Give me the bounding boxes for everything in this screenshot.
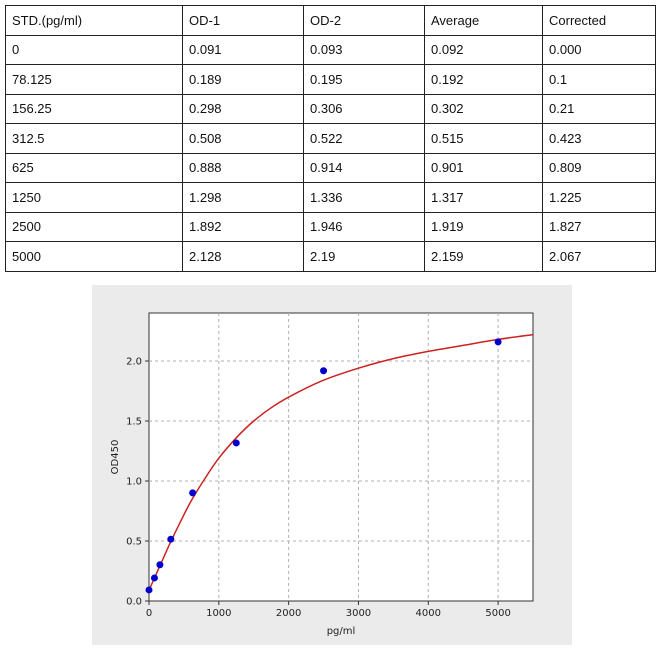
- y-axis-title: OD450: [110, 440, 121, 475]
- table-cell: 0.091: [182, 34, 304, 65]
- table-cell: 625: [5, 152, 183, 183]
- x-tick-label: 5000: [485, 608, 510, 619]
- fit-curve-line: [148, 333, 534, 591]
- header-od1: OD-1: [182, 5, 304, 36]
- table-cell: 2500: [5, 211, 183, 242]
- table-cell: 2.19: [303, 241, 425, 272]
- table-cell: 0.302: [424, 93, 543, 124]
- table-cell: 312.5: [5, 123, 183, 154]
- table-cell: 0.901: [424, 152, 543, 183]
- y-tick-label: 2.0: [126, 357, 142, 368]
- table-row: 0 0.091 0.093 0.092 0.000: [5, 34, 656, 65]
- chart-svg: 0 1000 2000 3000 4000 5000 0.0 0.5 1.0 1.5 2.0 pg/…: [110, 312, 534, 637]
- table-row: 5000 2.128 2.19 2.159 2.067: [5, 241, 656, 272]
- table-cell: 156.25: [5, 93, 183, 124]
- table-cell: 0.306: [303, 93, 425, 124]
- table-cell: 0.189: [182, 64, 304, 95]
- table-cell: 0.192: [424, 64, 543, 95]
- table-row: 2500 1.892 1.946 1.919 1.827: [5, 211, 656, 242]
- data-point: [167, 535, 175, 543]
- table-cell: 5000: [5, 241, 183, 272]
- data-point: [232, 439, 240, 447]
- table-header-row: STD.(pg/ml) OD-1 OD-2 Average Corrected: [5, 5, 656, 36]
- y-tick-label: 1.5: [126, 417, 142, 428]
- data-point: [145, 586, 153, 594]
- data-point: [156, 561, 164, 569]
- table-cell: 0.093: [303, 34, 425, 65]
- header-average: Average: [424, 5, 543, 36]
- header-od2: OD-2: [303, 5, 425, 36]
- table-row: 625 0.888 0.914 0.901 0.809: [5, 152, 656, 183]
- y-tick-label: 1.0: [126, 477, 142, 488]
- table-cell: 2.128: [182, 241, 304, 272]
- table-cell: 0.888: [182, 152, 304, 183]
- table-cell: 1.892: [182, 211, 304, 242]
- table-row: 1250 1.298 1.336 1.317 1.225: [5, 182, 656, 213]
- table-cell: 1.317: [424, 182, 543, 213]
- table-cell: 1.225: [542, 182, 656, 213]
- table-cell: 0.195: [303, 64, 425, 95]
- table-cell: 0.914: [303, 152, 425, 183]
- x-tick-label: 4000: [416, 608, 441, 619]
- table-cell: 0.522: [303, 123, 425, 154]
- header-corrected: Corrected: [542, 5, 656, 36]
- table-cell: 2.159: [424, 241, 543, 272]
- x-tick-label: 3000: [346, 608, 371, 619]
- table-cell: 0.508: [182, 123, 304, 154]
- table-cell: 1.919: [424, 211, 543, 242]
- table-cell: 78.125: [5, 64, 183, 95]
- table-cell: 0.21: [542, 93, 656, 124]
- table-row: 312.5 0.508 0.522 0.515 0.423: [5, 123, 656, 154]
- table-cell: 0.092: [424, 34, 543, 65]
- table-cell: 1.336: [303, 182, 425, 213]
- data-point: [320, 367, 328, 375]
- table-cell: 2.067: [542, 241, 656, 272]
- data-point: [189, 489, 197, 497]
- table-row: 156.25 0.298 0.306 0.302 0.21: [5, 93, 656, 124]
- table-cell: 0.515: [424, 123, 543, 154]
- table-cell: 1.946: [303, 211, 425, 242]
- table-cell: 0.423: [542, 123, 656, 154]
- table-cell: 0.809: [542, 152, 656, 183]
- table-cell: 0.1: [542, 64, 656, 95]
- x-tick-label: 2000: [276, 608, 301, 619]
- y-tick-label: 0.0: [126, 597, 142, 608]
- table-cell: 1.298: [182, 182, 304, 213]
- header-std: STD.(pg/ml): [5, 5, 183, 36]
- table-cell: 1.827: [542, 211, 656, 242]
- data-point: [494, 338, 502, 346]
- table-row: 78.125 0.189 0.195 0.192 0.1: [5, 64, 656, 95]
- axis-ticks: 0 1000 2000 3000 4000 5000 0.0 0.5 1.0 1.5 2.0: [126, 357, 511, 620]
- table-cell: 1250: [5, 182, 183, 213]
- plot-area: [148, 312, 534, 602]
- standard-curve-table: STD.(pg/ml) OD-1 OD-2 Average Corrected …: [5, 5, 656, 272]
- standard-curve-chart: 0 1000 2000 3000 4000 5000 0.0 0.5 1.0 1.5 2.0 pg/…: [92, 285, 572, 645]
- data-point: [150, 574, 158, 582]
- x-axis-title: pg/ml: [327, 626, 356, 637]
- grid-lines: [149, 313, 533, 601]
- x-tick-label: 1000: [206, 608, 231, 619]
- fit-curve-layer: [148, 333, 534, 591]
- table-cell: 0.000: [542, 34, 656, 65]
- data-points-layer: [145, 338, 502, 594]
- x-tick-label: 0: [146, 608, 152, 619]
- y-tick-label: 0.5: [126, 537, 142, 548]
- table-cell: 0: [5, 34, 183, 65]
- table-cell: 0.298: [182, 93, 304, 124]
